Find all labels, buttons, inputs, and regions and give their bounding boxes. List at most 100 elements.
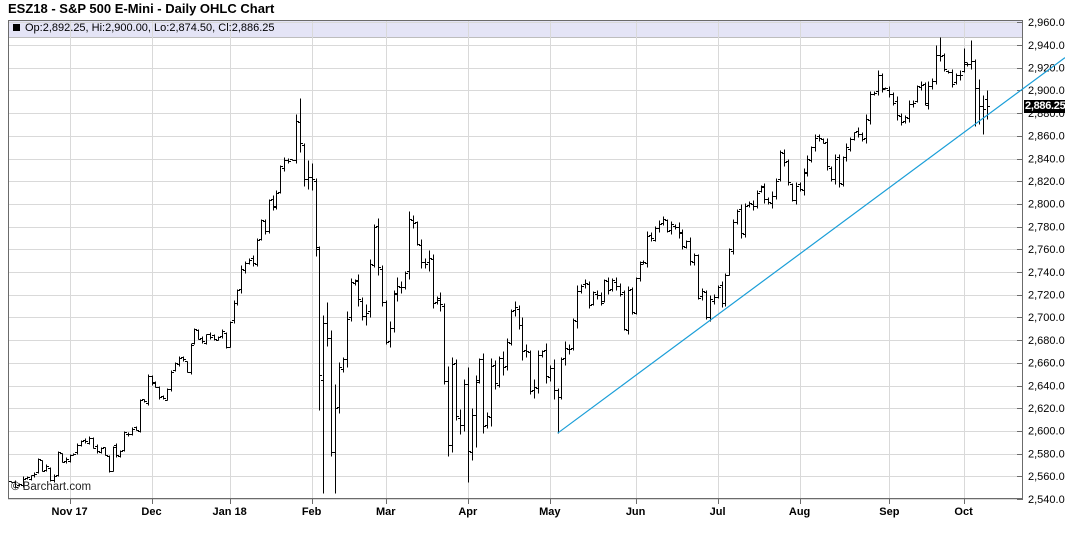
ohlc-bar[interactable] [32, 472, 37, 478]
ohlc-bar[interactable] [883, 87, 888, 90]
ohlc-bar[interactable] [919, 81, 924, 91]
ohlc-bar[interactable] [794, 182, 799, 205]
ohlc-bar[interactable] [118, 450, 123, 458]
ohlc-bar[interactable] [111, 446, 116, 472]
ohlc-bar[interactable] [571, 318, 576, 351]
ohlc-bar[interactable] [259, 219, 264, 241]
ohlc-bar[interactable] [532, 379, 537, 399]
ohlc-bar[interactable] [25, 476, 30, 480]
ohlc-bar[interactable] [614, 277, 619, 291]
ohlc-bar[interactable] [177, 356, 182, 367]
ohlc-bar[interactable] [146, 374, 151, 406]
ohlc-bar[interactable] [435, 296, 440, 305]
ohlc-bar[interactable] [91, 437, 96, 449]
ohlc-bar[interactable] [384, 300, 389, 345]
ohlc-bar[interactable] [380, 265, 385, 307]
ohlc-bar[interactable] [677, 222, 682, 239]
ohlc-bar[interactable] [524, 344, 529, 358]
ohlc-bar[interactable] [587, 281, 592, 309]
ohlc-bar[interactable] [704, 290, 709, 320]
ohlc-bar[interactable] [977, 79, 982, 125]
ohlc-bar[interactable] [579, 284, 584, 294]
ohlc-bar[interactable] [501, 351, 506, 376]
ohlc-bar[interactable] [17, 483, 22, 487]
ohlc-bar[interactable] [700, 288, 705, 301]
ohlc-bar[interactable] [208, 332, 213, 340]
ohlc-bar[interactable] [509, 309, 514, 346]
ohlc-bar[interactable] [864, 114, 869, 144]
ohlc-bar[interactable] [368, 259, 373, 318]
ohlc-bar[interactable] [860, 132, 865, 142]
ohlc-bar[interactable] [876, 70, 881, 96]
ohlc-bar[interactable] [44, 464, 49, 472]
ohlc-bar[interactable] [189, 343, 194, 375]
ohlc-bar[interactable] [114, 443, 119, 458]
ohlc-bar[interactable] [302, 143, 307, 187]
ohlc-bar[interactable] [196, 329, 201, 340]
ohlc-bar[interactable] [552, 359, 557, 400]
ohlc-bar[interactable] [528, 350, 533, 395]
ohlc-bar[interactable] [122, 431, 127, 452]
ohlc-bar[interactable] [556, 388, 561, 434]
ohlc-bar[interactable] [638, 261, 643, 282]
ohlc-bar[interactable] [431, 254, 436, 309]
ohlc-bar[interactable] [407, 211, 412, 280]
ohlc-bar[interactable] [255, 238, 260, 267]
ohlc-bar[interactable] [778, 150, 783, 182]
ohlc-bar[interactable] [349, 278, 354, 322]
ohlc-bar[interactable] [87, 436, 92, 445]
ohlc-bar[interactable] [419, 239, 424, 269]
ohlc-bar[interactable] [247, 258, 252, 265]
ohlc-bar[interactable] [513, 301, 518, 317]
ohlc-bar[interactable] [71, 453, 76, 456]
ohlc-bar[interactable] [99, 447, 104, 454]
ohlc-bar[interactable] [392, 290, 397, 333]
ohlc-bar[interactable] [942, 53, 947, 72]
ohlc-bar[interactable] [372, 224, 377, 268]
ohlc-bar[interactable] [563, 341, 568, 366]
ohlc-bar[interactable] [770, 191, 775, 209]
ohlc-bar[interactable] [314, 178, 319, 257]
ohlc-bar[interactable] [60, 453, 65, 463]
ohlc-bar[interactable] [755, 190, 760, 209]
ohlc-bar[interactable] [493, 360, 498, 390]
ohlc-bar[interactable] [665, 219, 670, 233]
ohlc-bar[interactable] [872, 91, 877, 96]
ohlc-bar[interactable] [930, 78, 935, 90]
ohlc-bar[interactable] [641, 260, 646, 265]
ohlc-bar[interactable] [497, 356, 502, 388]
ohlc-bar[interactable] [825, 138, 830, 171]
ohlc-bar[interactable] [267, 199, 272, 234]
ohlc-bar[interactable] [274, 190, 279, 210]
ohlc-bar[interactable] [356, 274, 361, 307]
ohlc-bar[interactable] [403, 271, 408, 290]
ohlc-bar[interactable] [813, 134, 818, 152]
ohlc-bar[interactable] [364, 304, 369, 326]
ohlc-bar[interactable] [766, 197, 771, 205]
ohlc-bar[interactable] [423, 258, 428, 269]
ohlc-bar[interactable] [844, 143, 849, 162]
ohlc-bar[interactable] [306, 160, 311, 190]
ohlc-bar[interactable] [107, 455, 112, 473]
ohlc-bar[interactable] [782, 149, 787, 167]
ohlc-bar[interactable] [626, 286, 631, 335]
ohlc-bar[interactable] [239, 265, 244, 294]
ohlc-bar[interactable] [95, 444, 100, 454]
ohlc-bar[interactable] [696, 254, 701, 300]
ohlc-bar[interactable] [103, 447, 108, 456]
ohlc-bar[interactable] [708, 295, 713, 322]
ohlc-bar[interactable] [150, 375, 155, 386]
ohlc-bar[interactable] [809, 146, 814, 163]
ohlc-bar[interactable] [21, 476, 26, 488]
ohlc-bar[interactable] [759, 185, 764, 193]
ohlc-bar[interactable] [618, 283, 623, 297]
ohlc-bar[interactable] [470, 408, 475, 461]
ohlc-bar[interactable] [911, 100, 916, 108]
ohlc-bar[interactable] [83, 438, 88, 444]
ohlc-bar[interactable] [798, 182, 803, 192]
ohlc-bar[interactable] [181, 356, 186, 362]
ohlc-bar[interactable] [438, 292, 443, 312]
ohlc-bar[interactable] [56, 451, 61, 477]
ohlc-bar[interactable] [669, 221, 674, 235]
